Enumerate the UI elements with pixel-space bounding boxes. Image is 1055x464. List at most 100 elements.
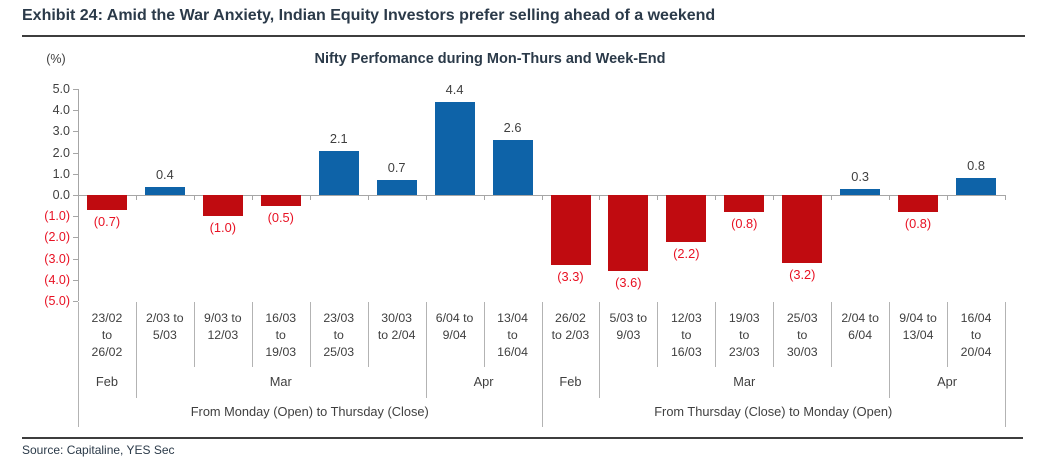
y-axis-tick-label: 0.0 [52, 188, 70, 202]
month-group-label: Apr [937, 374, 957, 389]
axis-divider [773, 302, 775, 367]
x-axis-date-label: 23/02 to 26/02 [91, 311, 123, 359]
x-axis-date-label: 26/02 to 2/03 [551, 311, 590, 342]
axis-divider [78, 302, 79, 427]
x-axis-date-label: 6/04 to 9/04 [435, 311, 474, 342]
bar [434, 101, 475, 195]
y-axis-tick [73, 173, 78, 175]
y-axis-tick [73, 152, 78, 154]
axis-divider [715, 302, 717, 367]
axis-divider [483, 302, 485, 367]
y-axis-tick-label: (2.0) [44, 230, 70, 245]
x-axis-date-label: 30/03 to 2/04 [377, 311, 416, 342]
bar-value-label: (3.3) [557, 269, 584, 284]
bar [260, 195, 301, 206]
axis-divider [1005, 302, 1006, 427]
y-axis-tick [73, 195, 78, 196]
x-axis-date-label: 2/03 to 5/03 [146, 311, 184, 342]
bar [202, 195, 243, 217]
x-axis-tick [78, 195, 79, 200]
axis-divider [947, 302, 949, 367]
bar [956, 178, 996, 195]
bar-value-label: 0.7 [387, 160, 406, 176]
axis-divider [657, 302, 659, 367]
month-group-label: Feb [95, 374, 118, 389]
month-group-label: Apr [473, 374, 494, 389]
axis-divider [599, 302, 601, 398]
x-axis-date-label: 13/04 to 16/04 [497, 311, 528, 359]
bar [87, 195, 127, 210]
bar [376, 180, 417, 195]
x-axis-tick [657, 195, 659, 200]
y-axis-unit-label: (%) [46, 52, 66, 66]
x-axis-date-label: 12/03 to 16/03 [670, 311, 702, 359]
bar-value-label: 2.1 [329, 130, 348, 146]
bar [782, 195, 823, 263]
y-axis-tick [73, 131, 78, 133]
x-axis-date-label: 9/04 to 13/04 [899, 311, 937, 342]
axis-divider [831, 302, 833, 367]
y-axis-tick [73, 110, 78, 112]
y-axis-tick [73, 216, 78, 218]
x-axis-tick [309, 195, 311, 200]
x-axis-tick [367, 195, 369, 200]
x-axis-date-label: 23/03 to 25/03 [323, 311, 355, 359]
bar-value-label: 4.4 [445, 81, 464, 97]
y-axis-tick [73, 258, 78, 260]
x-axis-tick [831, 195, 833, 200]
axis-divider [367, 302, 369, 367]
bar [840, 188, 881, 195]
axis-divider [135, 302, 137, 398]
bar-value-label: (2.2) [673, 245, 700, 261]
section-group-label: From Thursday (Close) to Monday (Open) [654, 404, 893, 419]
x-axis-tick [773, 195, 775, 200]
axis-divider [541, 302, 543, 427]
y-axis-tick [73, 89, 78, 90]
title-underline [22, 35, 1025, 37]
y-axis-tick [73, 279, 78, 281]
y-axis-tick [73, 237, 78, 239]
chart-title: Nifty Perfomance during Mon-Thurs and We… [314, 51, 666, 67]
bar-value-label: (0.5) [267, 209, 294, 225]
axis-divider [193, 302, 195, 367]
y-axis-tick [73, 301, 78, 302]
bar-value-label: (0.8) [731, 216, 758, 231]
month-group-label: Feb [559, 374, 582, 389]
bar-value-label: 0.4 [155, 166, 174, 182]
x-axis-date-label: 16/04 to 20/04 [960, 311, 992, 359]
source-text: Source: Capitaline, YES Sec [22, 443, 175, 457]
bar [550, 195, 591, 265]
bar [492, 139, 533, 195]
x-axis-tick [947, 195, 949, 200]
bar-value-label: (1.0) [209, 220, 236, 236]
y-axis-tick-label: (5.0) [44, 294, 70, 308]
x-axis-tick [1005, 195, 1006, 200]
y-axis-tick-label: 1.0 [52, 166, 70, 181]
x-axis-tick [889, 195, 891, 200]
x-axis-tick [715, 195, 717, 200]
x-axis-tick [193, 195, 195, 200]
axis-divider [251, 302, 253, 367]
bar-value-label: (0.7) [93, 213, 121, 229]
x-axis-tick [483, 195, 485, 200]
x-axis-date-label: 16/03 to 19/03 [265, 311, 297, 359]
x-axis-tick [135, 195, 137, 200]
y-axis-tick-label: 4.0 [52, 103, 70, 118]
x-axis-date-label: 25/03 to 30/03 [786, 311, 818, 359]
month-group-label: Mar [733, 374, 756, 389]
x-axis-date-label: 2/04 to 6/04 [841, 311, 879, 342]
month-group-label: Mar [269, 374, 292, 389]
bar-value-label: 0.3 [851, 168, 870, 184]
y-axis-tick-label: 2.0 [52, 145, 70, 160]
x-axis-tick [599, 195, 601, 200]
y-axis-tick-label: (4.0) [44, 272, 70, 287]
y-axis-tick-label: 3.0 [52, 124, 70, 139]
axis-divider [309, 302, 311, 367]
x-axis-tick [425, 195, 427, 200]
section-group-label: From Monday (Open) to Thursday (Close) [190, 404, 429, 419]
x-axis-date-label: 19/03 to 23/03 [728, 311, 760, 359]
bar [318, 150, 359, 195]
bar-value-label: (0.8) [904, 216, 932, 231]
